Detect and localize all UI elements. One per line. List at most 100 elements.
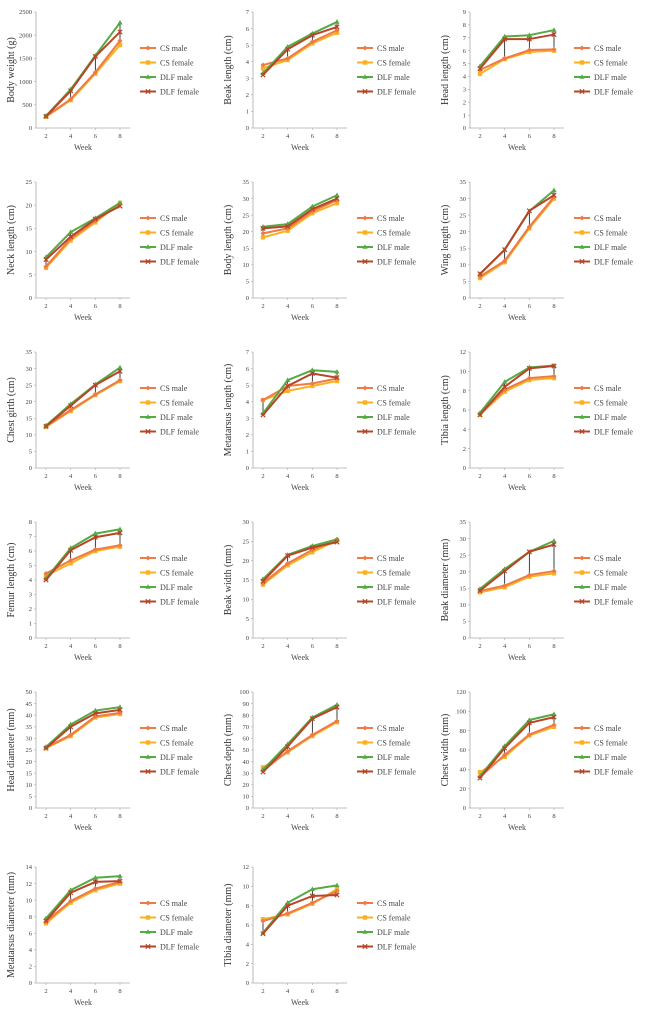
y-tick-label: 6 [246,922,250,929]
marker-x [92,382,98,388]
chart-panel: 0 5 10 15 20 25 30 2 4 6 8 Week Beak width (mm) CS ma… [217,510,434,682]
marker-diamond [309,39,315,45]
marker-x [477,66,483,72]
line-chart: 0 5 10 15 20 25 2 4 6 8 Week Neck length (cm) CS mal… [6,179,199,322]
x-axis-label: Week [508,483,526,492]
marker-diamond [526,375,532,381]
series-line [45,22,121,117]
legend-item: CS female [357,59,411,68]
legend: CS male CS female DLF male DLF female [140,554,199,607]
y-tick-label: 60 [243,736,250,743]
marker-diamond [551,568,557,574]
y-axis-label: Beak width (mm) [223,545,234,616]
y-tick-label: 1500 [19,56,32,63]
y-tick-label: 10 [243,597,250,604]
y-tick-label: 20 [460,786,467,793]
series-line [479,572,555,594]
marker-x [285,553,291,559]
legend: CS male CS female DLF male DLF female [574,724,633,777]
x-tick-label: 2 [261,813,264,820]
y-tick-label: 0 [246,125,249,132]
series-line [45,882,121,925]
legend-item: CS female [140,59,194,68]
x-axis-label: Week [291,653,309,662]
marker-x [43,745,49,751]
legend-item: CS male [140,44,188,53]
y-axis-label: Tibia length (cm) [440,375,451,445]
marker-triangle [579,414,585,419]
y-tick-label: 4 [463,74,467,81]
series-dlf-male [260,367,340,416]
y-tick-label: 10 [26,897,33,904]
legend-label: DLF male [160,583,193,592]
marker-x [477,412,483,418]
series-line [45,880,121,922]
marker-diamond [502,258,508,264]
series-line [45,711,121,749]
marker-triangle [362,584,368,589]
legend-item: DLF female [140,598,199,607]
y-tick-label: 4 [246,942,250,949]
marker-x [145,943,151,950]
marker-x [145,88,151,95]
series-dlf-male [43,19,123,118]
legend-item: CS male [357,554,405,563]
y-tick-label: 4 [463,427,467,434]
marker-diamond [579,385,585,391]
series-line [262,199,338,235]
marker-diamond [117,377,123,383]
legend-item: DLF male [357,73,410,82]
marker-x [526,208,532,214]
y-tick-label: 3 [463,87,466,94]
marker-diamond [68,557,74,563]
x-axis-label: Week [291,998,309,1007]
legend-label: DLF male [377,583,410,592]
marker-diamond [362,215,368,221]
legend-label: DLF female [377,88,416,97]
series-dlf-female [477,363,557,418]
marker-diamond [260,918,266,924]
marker-x [579,598,585,605]
legend-label: DLF female [160,428,199,437]
x-axis-label: Week [508,313,526,322]
legend-item: DLF male [140,73,193,82]
marker-square [477,71,483,77]
x-tick-label: 2 [478,473,481,480]
x-tick-label: 2 [261,473,264,480]
y-tick-label: 100 [239,689,249,696]
y-tick-label: 40 [26,712,33,719]
marker-diamond [551,46,557,52]
y-tick-label: 500 [22,102,32,109]
legend-item: DLF female [140,88,199,97]
y-tick-label: 30 [26,736,33,743]
marker-triangle [334,192,340,198]
legend-item: CS female [574,59,628,68]
y-tick-label: 7 [246,9,250,16]
marker-triangle [551,711,557,717]
y-tick-label: 2 [246,432,249,439]
marker-x [579,768,585,775]
y-tick-label: 10 [460,602,467,609]
legend-label: DLF female [160,768,199,777]
marker-diamond [362,555,368,561]
marker-diamond [285,910,291,916]
marker-x [309,544,315,551]
y-axis-label: Neck length (cm) [6,205,17,275]
legend-label: CS male [377,724,405,733]
series-line [45,370,121,428]
marker-x [334,195,340,202]
legend-item: DLF female [574,258,633,267]
y-tick-label: 5 [29,563,32,570]
marker-diamond [526,224,532,230]
legend-label: CS female [160,914,194,923]
legend-item: CS male [574,384,622,393]
marker-triangle [334,369,340,374]
y-axis-label: Body length (cm) [223,205,234,276]
marker-triangle [145,754,151,759]
y-tick-label: 30 [243,770,250,777]
marker-square [477,770,483,775]
series-line [262,202,338,239]
line-chart: 0 5 10 15 20 25 30 35 40 45 50 2 4 6 8 Week Head diamete… [6,689,199,832]
y-tick-label: 8 [463,388,466,395]
legend-label: CS male [377,384,405,393]
